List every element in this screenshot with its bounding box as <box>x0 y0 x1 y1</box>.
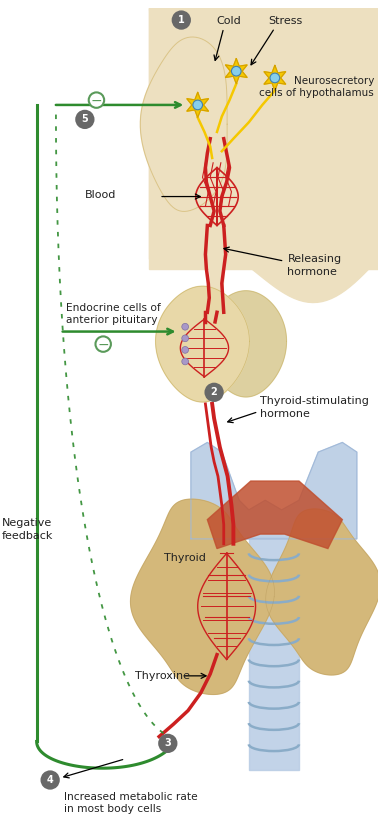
Text: 2: 2 <box>211 387 218 398</box>
Polygon shape <box>249 537 299 771</box>
Circle shape <box>40 771 60 790</box>
Polygon shape <box>149 8 378 177</box>
Polygon shape <box>187 92 209 117</box>
Text: Thyroxine: Thyroxine <box>135 671 190 681</box>
Text: Thyroid-stimulating
hormone: Thyroid-stimulating hormone <box>260 396 369 418</box>
Polygon shape <box>264 65 286 91</box>
Polygon shape <box>156 286 249 402</box>
Polygon shape <box>140 37 227 211</box>
Polygon shape <box>205 291 287 397</box>
Text: Cold: Cold <box>216 16 241 26</box>
Circle shape <box>231 66 241 76</box>
Text: 3: 3 <box>164 738 171 748</box>
Text: Increased metabolic rate
in most body cells: Increased metabolic rate in most body ce… <box>64 791 198 814</box>
Text: 5: 5 <box>82 115 88 125</box>
Polygon shape <box>191 442 357 539</box>
Circle shape <box>182 335 189 342</box>
Text: Stress: Stress <box>269 16 303 26</box>
Text: Blood: Blood <box>85 190 116 200</box>
Text: Neurosecretory
cells of hypothalamus: Neurosecretory cells of hypothalamus <box>260 76 374 98</box>
Polygon shape <box>205 196 224 308</box>
Text: Releasing
hormone: Releasing hormone <box>287 254 341 277</box>
Circle shape <box>182 358 189 365</box>
Circle shape <box>182 323 189 330</box>
Text: 4: 4 <box>47 775 54 785</box>
Circle shape <box>182 346 189 353</box>
Text: Negative
feedback: Negative feedback <box>2 517 53 541</box>
Circle shape <box>89 92 104 108</box>
Text: −: − <box>91 93 102 107</box>
Circle shape <box>96 337 111 351</box>
Polygon shape <box>225 59 247 83</box>
Text: 1: 1 <box>178 15 185 25</box>
Circle shape <box>270 73 279 82</box>
Circle shape <box>193 100 203 110</box>
Text: −: − <box>97 337 109 351</box>
Polygon shape <box>207 481 342 549</box>
Circle shape <box>158 733 178 753</box>
Polygon shape <box>149 8 378 269</box>
Polygon shape <box>149 8 378 303</box>
Polygon shape <box>131 499 274 695</box>
Circle shape <box>75 110 94 129</box>
Circle shape <box>172 11 191 30</box>
Text: Thyroid: Thyroid <box>164 554 206 563</box>
Text: Endocrine cells of
anterior pituitary: Endocrine cells of anterior pituitary <box>65 303 160 325</box>
Polygon shape <box>266 509 380 675</box>
Circle shape <box>205 383 224 402</box>
